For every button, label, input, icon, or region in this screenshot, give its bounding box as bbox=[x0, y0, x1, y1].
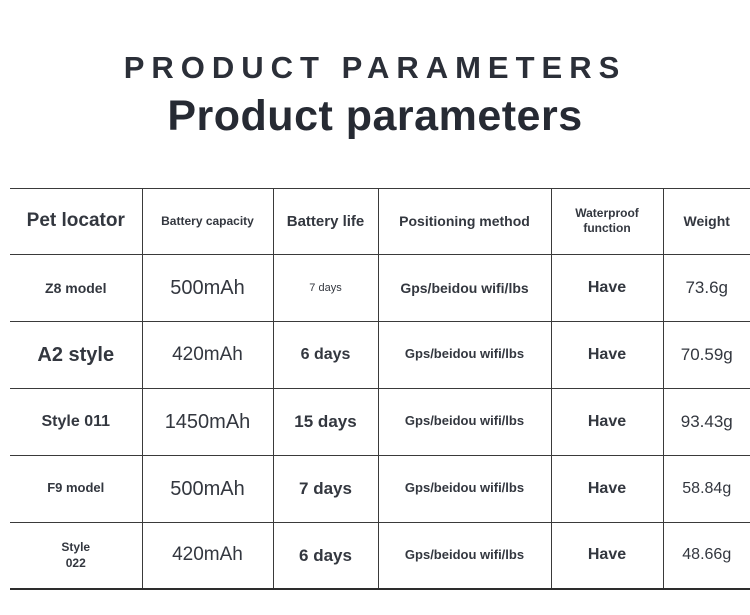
cell-weight: 58.84g bbox=[663, 454, 750, 523]
cell-battery-capacity: 1450mAh bbox=[142, 387, 274, 456]
header-cell-waterproof-function: Waterproof function bbox=[551, 188, 664, 255]
product-parameters-table: Pet locator Battery capacity Battery lif… bbox=[10, 187, 750, 591]
cell-waterproof: Have bbox=[551, 387, 664, 456]
cell-positioning-method: Gps/beidou wifi/lbs bbox=[378, 454, 552, 523]
table-row-f9: F9 model 500mAh 7 days Gps/beidou wifi/l… bbox=[10, 454, 750, 523]
cell-model: Style 011 bbox=[10, 387, 143, 456]
cell-positioning-method: Gps/beidou wifi/lbs bbox=[378, 387, 552, 456]
header-cell-weight: Weight bbox=[683, 213, 730, 230]
cell-waterproof: Have bbox=[551, 253, 664, 322]
table-header-row: Pet locator Battery capacity Battery lif… bbox=[10, 188, 750, 255]
cell-waterproof: Have bbox=[551, 454, 664, 523]
cell-model: A2 style bbox=[10, 320, 143, 389]
cell-model: Style 022 bbox=[10, 521, 143, 590]
cell-waterproof: Have bbox=[551, 521, 664, 590]
page-title-uppercase: PRODUCT PARAMETERS bbox=[123, 50, 627, 85]
header-cell-pet-locator: Pet locator bbox=[10, 188, 143, 255]
cell-battery-capacity: 420mAh bbox=[142, 320, 274, 389]
cell-waterproof: Have bbox=[551, 320, 664, 389]
cell-battery-life: 15 days bbox=[273, 387, 379, 456]
cell-battery-life: 7 days bbox=[273, 253, 379, 322]
cell-battery-life: 6 days bbox=[273, 320, 379, 389]
cell-battery-life: 7 days bbox=[273, 454, 379, 523]
cell-weight: 93.43g bbox=[663, 387, 750, 456]
cell-battery-capacity: 500mAh bbox=[142, 253, 274, 322]
cell-positioning-method: Gps/beidou wifi/lbs bbox=[378, 253, 552, 322]
cell-positioning-method: Gps/beidou wifi/lbs bbox=[378, 521, 552, 590]
cell-weight: 70.59g bbox=[663, 320, 750, 389]
cell-model: F9 model bbox=[10, 454, 143, 523]
table-row-a2: A2 style 420mAh 6 days Gps/beidou wifi/l… bbox=[10, 320, 750, 389]
header-cell-waterproof-function-label: Waterproof function bbox=[575, 205, 639, 236]
cell-model: Z8 model bbox=[10, 253, 143, 322]
cell-battery-capacity: 500mAh bbox=[142, 454, 274, 523]
cell-battery-capacity: 420mAh bbox=[142, 521, 274, 590]
cell-battery-life: 6 days bbox=[273, 521, 379, 590]
cell-weight: 73.6g bbox=[663, 253, 750, 322]
cell-positioning-method: Gps/beidou wifi/lbs bbox=[378, 320, 552, 389]
table-row-z8: Z8 model 500mAh 7 days Gps/beidou wifi/l… bbox=[10, 253, 750, 322]
table-row-style-011: Style 011 1450mAh 15 days Gps/beidou wif… bbox=[10, 387, 750, 456]
header-cell-battery-life: Battery life bbox=[273, 188, 379, 255]
page-title: Product parameters bbox=[167, 91, 583, 140]
cell-weight: 48.66g bbox=[663, 521, 750, 590]
title-block: PRODUCT PARAMETERS Product parameters bbox=[0, 0, 750, 140]
header-cell-battery-capacity: Battery capacity bbox=[142, 188, 274, 255]
header-cell-positioning-method: Positioning method bbox=[378, 188, 552, 255]
table-row-style-022: Style 022 420mAh 6 days Gps/beidou wifi/… bbox=[10, 521, 750, 590]
